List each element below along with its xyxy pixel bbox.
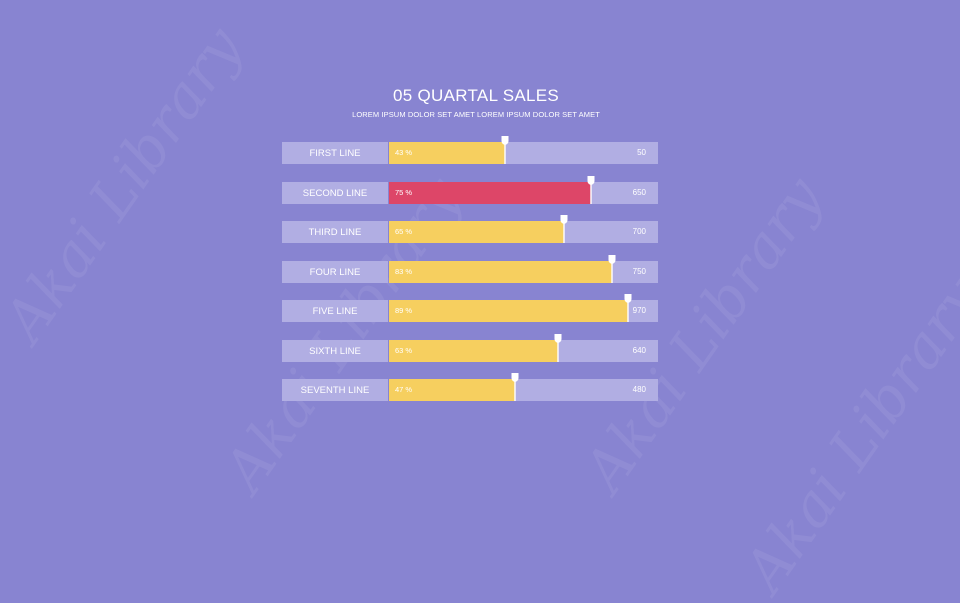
percent-label: 47 %	[395, 385, 413, 394]
bar-fill	[389, 261, 612, 283]
value-label: 650	[632, 188, 646, 197]
watermark: Akai Library	[730, 264, 960, 603]
bar-track: 63 % 640	[389, 334, 658, 362]
bar-row: THIRD LINE 65 % 700	[282, 215, 658, 243]
value-label: 50	[637, 148, 646, 157]
bar-fill	[389, 300, 628, 322]
bar-row: SIXTH LINE 63 % 640	[282, 334, 658, 362]
bar-track: 43 % 50	[389, 136, 658, 164]
watermark: Akai Library	[210, 164, 476, 504]
value-label: 480	[632, 385, 646, 394]
category-label: SIXTH LINE	[282, 340, 388, 362]
bar-fill	[389, 221, 564, 243]
value-label: 750	[632, 267, 646, 276]
bar-track: 89 % 970	[389, 294, 658, 322]
chart-subtitle: LOREM IPSUM DOLOR SET AMET LOREM IPSUM D…	[352, 110, 600, 119]
percent-label: 43 %	[395, 148, 413, 157]
bar-marker	[554, 334, 562, 362]
bar-marker	[587, 176, 595, 204]
category-label: FIVE LINE	[282, 300, 388, 322]
bar-marker	[511, 373, 519, 401]
bar-row: SECOND LINE 75 % 650	[282, 176, 658, 204]
bar-row: FIVE LINE 89 % 970	[282, 294, 658, 322]
percent-label: 63 %	[395, 346, 413, 355]
watermark: Akai Library	[0, 14, 256, 354]
bar-track: 47 % 480	[389, 373, 658, 401]
bar-track: 65 % 700	[389, 215, 658, 243]
category-label: SECOND LINE	[282, 182, 388, 204]
percent-label: 83 %	[395, 267, 413, 276]
bar-fill	[389, 379, 515, 401]
bar-fill	[389, 142, 505, 164]
watermark: Akai Library	[570, 164, 836, 504]
category-label: SEVENTH LINE	[282, 379, 388, 401]
percent-label: 75 %	[395, 188, 413, 197]
value-label: 640	[632, 346, 646, 355]
bar-track: 75 % 650	[389, 176, 658, 204]
category-label: FIRST LINE	[282, 142, 388, 164]
percent-label: 89 %	[395, 306, 413, 315]
value-label: 970	[632, 306, 646, 315]
bar-track: 83 % 750	[389, 255, 658, 283]
bar-row: FOUR LINE 83 % 750	[282, 255, 658, 283]
bar-row: SEVENTH LINE 47 % 480	[282, 373, 658, 401]
bar-marker	[624, 294, 632, 322]
bar-marker	[501, 136, 509, 164]
percent-label: 65 %	[395, 227, 413, 236]
bar-fill	[389, 182, 591, 204]
value-label: 700	[632, 227, 646, 236]
bar-fill	[389, 340, 558, 362]
bar-marker	[608, 255, 616, 283]
category-label: THIRD LINE	[282, 221, 388, 243]
bar-row: FIRST LINE 43 % 50	[282, 136, 658, 164]
category-label: FOUR LINE	[282, 261, 388, 283]
bar-marker	[560, 215, 568, 243]
chart-title: 05 QUARTAL SALES	[392, 86, 560, 105]
